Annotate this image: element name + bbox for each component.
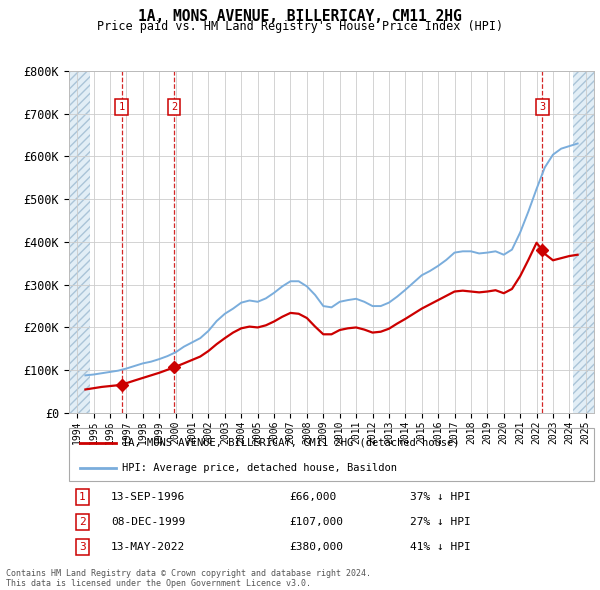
Text: 1: 1 (118, 101, 125, 112)
Text: Contains HM Land Registry data © Crown copyright and database right 2024.
This d: Contains HM Land Registry data © Crown c… (6, 569, 371, 588)
Text: 37% ↓ HPI: 37% ↓ HPI (410, 492, 471, 502)
Text: £107,000: £107,000 (290, 517, 343, 527)
Text: HPI: Average price, detached house, Basildon: HPI: Average price, detached house, Basi… (121, 463, 397, 473)
Text: 3: 3 (79, 542, 86, 552)
Text: 2: 2 (79, 517, 86, 527)
Text: 27% ↓ HPI: 27% ↓ HPI (410, 517, 471, 527)
Text: 3: 3 (539, 101, 545, 112)
Bar (69, 71, 89, 413)
Text: £66,000: £66,000 (290, 492, 337, 502)
Text: 1: 1 (79, 492, 86, 502)
Bar (69, 71, 89, 413)
Text: 13-MAY-2022: 13-MAY-2022 (111, 542, 185, 552)
Text: 1A, MONS AVENUE, BILLERICAY, CM11 2HG: 1A, MONS AVENUE, BILLERICAY, CM11 2HG (138, 9, 462, 24)
Text: Price paid vs. HM Land Registry's House Price Index (HPI): Price paid vs. HM Land Registry's House … (97, 20, 503, 33)
Text: 08-DEC-1999: 08-DEC-1999 (111, 517, 185, 527)
Text: 41% ↓ HPI: 41% ↓ HPI (410, 542, 471, 552)
Bar (574, 71, 594, 413)
Text: 13-SEP-1996: 13-SEP-1996 (111, 492, 185, 502)
Bar (574, 71, 594, 413)
Text: 2: 2 (171, 101, 178, 112)
Text: 1A, MONS AVENUE, BILLERICAY, CM11 2HG (detached house): 1A, MONS AVENUE, BILLERICAY, CM11 2HG (d… (121, 438, 459, 448)
Text: £380,000: £380,000 (290, 542, 343, 552)
